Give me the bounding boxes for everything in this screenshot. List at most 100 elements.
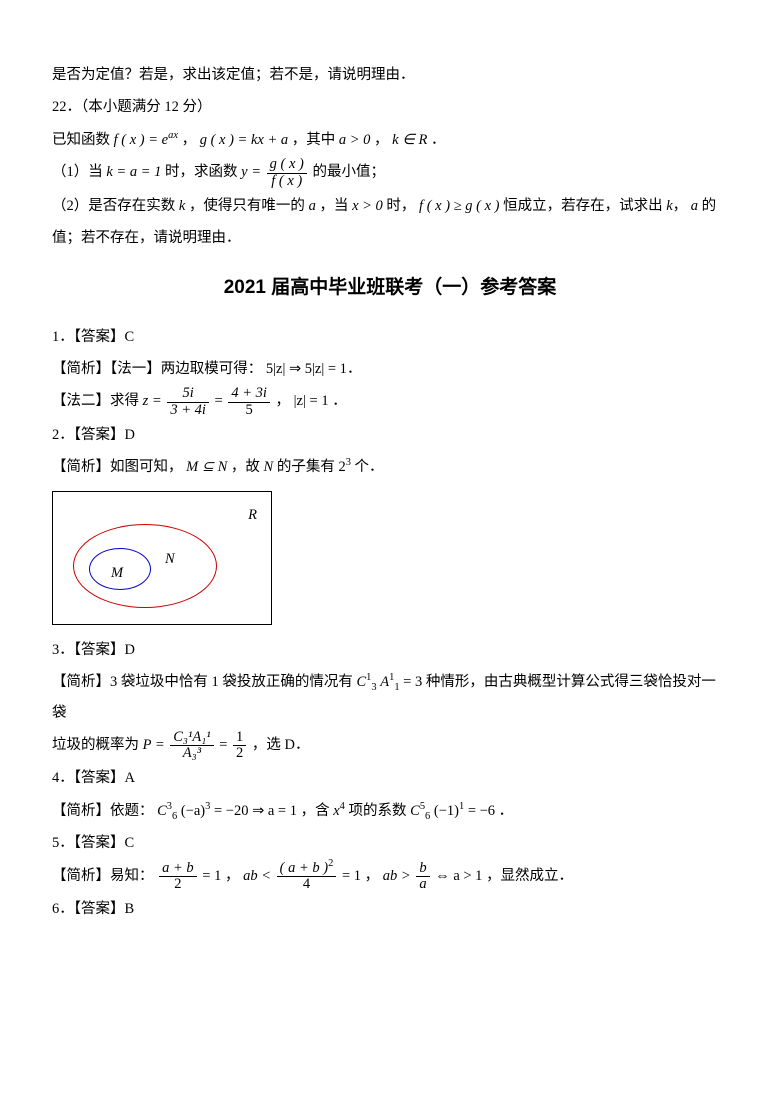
a2-expl: 【简析】如图可知， M ⊆ N ，故 N 的子集有 23 个． (52, 452, 728, 482)
letter: D (125, 642, 135, 658)
den: f ( x ) (267, 173, 307, 189)
a2-head: 2．【答案】D (52, 420, 728, 450)
num: a + b (159, 861, 197, 876)
y-frac: g ( x ) f ( x ) (267, 157, 307, 188)
letter: C (125, 329, 135, 345)
label: 【简析】 (52, 803, 110, 819)
q22-part2b: 值；若不存在，请说明理由． (52, 223, 728, 253)
text: ，当 (319, 198, 352, 214)
text: ， (374, 132, 389, 148)
label: 【答案】 (74, 329, 125, 345)
num: g ( x ) (267, 157, 307, 172)
label: 【答案】 (74, 835, 125, 851)
continued-line: 是否为定值？若是，求出该定值；若不是，请说明理由． (52, 60, 728, 90)
exp: 2 (328, 858, 333, 869)
text: ，其中 (292, 132, 339, 148)
eqn6: = −6 (468, 803, 495, 819)
text: 的 (702, 198, 717, 214)
N-label: N (165, 544, 175, 574)
a3-head: 3．【答案】D (52, 635, 728, 665)
text: 时， (386, 198, 415, 214)
venn-diagram: R N M (52, 491, 272, 625)
R-label: R (248, 500, 257, 530)
M-label: M (111, 558, 123, 588)
den: 4 (277, 876, 337, 892)
text: ， (276, 393, 291, 409)
text: 的最小值； (312, 164, 385, 180)
text: 易知： (110, 868, 154, 884)
a2: a (691, 198, 698, 214)
q22-given: 已知函数 f ( x ) = eax ， g ( x ) = kx + a ，其… (52, 125, 728, 155)
f2: ( a + b )2 4 (277, 861, 337, 892)
q22-part2a: （2）是否存在实数 k ，使得只有唯一的 a ，当 x > 0 时， f ( x… (52, 191, 728, 221)
Nvar: N (264, 459, 274, 475)
a-cond: a > 0 (339, 132, 371, 148)
bot: 6 (172, 811, 177, 822)
exp: 1 (459, 801, 464, 812)
a1-m1: 【简析】【法一】两边取模可得： 5|z| ⇒ 5|z| = 1． (52, 354, 728, 384)
text: 如图可知， (110, 459, 183, 475)
text: ，显然成立． (486, 868, 573, 884)
A: A (380, 674, 389, 690)
fge: f ( x ) ≥ g ( x ) (419, 198, 499, 214)
label: 【简析】 (52, 361, 110, 377)
text: ，故 (231, 459, 264, 475)
label: 【简析】 (52, 868, 110, 884)
eq3: = 3 (403, 674, 422, 690)
label: 【简析】 (52, 459, 110, 475)
xgt0: x > 0 (352, 198, 383, 214)
text: ． (499, 803, 514, 819)
a6-head: 6．【答案】B (52, 894, 728, 924)
num: 4． (52, 770, 74, 786)
num: 6． (52, 901, 74, 917)
text: 的子集有 (277, 459, 339, 475)
text: （1）当 (52, 164, 106, 180)
a4-expl: 【简析】依题： C36 (−a)3 = −20 ⇒ a = 1 ，含 x4 项的… (52, 796, 728, 826)
num: 1． (52, 329, 74, 345)
pfrac: C₃¹A₁¹ A₃³ (170, 730, 213, 761)
text: ， (365, 868, 380, 884)
ka1: k = a = 1 (106, 164, 161, 180)
text: ， (182, 132, 197, 148)
text: 垃圾的概率为 (52, 737, 143, 753)
q22-head: 22．（本小题满分 12 分） (52, 92, 728, 122)
comma: ， (673, 198, 688, 214)
C63: C (157, 803, 167, 819)
num: 2． (52, 427, 74, 443)
text: 【法一】两边取模可得： (110, 361, 262, 377)
den: 2 (159, 876, 197, 892)
num: 5． (52, 835, 74, 851)
label: 【答案】 (74, 642, 125, 658)
y-eq: y = (241, 164, 261, 180)
text: 时，求函数 (165, 164, 241, 180)
a5-expl: 【简析】易知： a + b 2 = 1 ， ab < ( a + b )2 4 … (52, 861, 728, 892)
bot: 6 (425, 811, 430, 822)
base: ( a + b ) (280, 860, 328, 876)
num: 1 (233, 730, 246, 745)
den: A₃³ (170, 745, 213, 761)
nega: (−a) (181, 803, 205, 819)
pow: 23 (338, 459, 350, 475)
neg1: (−1) (434, 803, 459, 819)
text: ，使得只有唯一的 (189, 198, 309, 214)
num: 5i (167, 386, 209, 401)
x4exp: 4 (340, 801, 345, 812)
label: 【简析】 (52, 674, 110, 690)
label: 【答案】 (74, 427, 125, 443)
exp: 3 (346, 457, 351, 468)
answers-title: 2021 届高中毕业班联考（一）参考答案 (52, 268, 728, 308)
text: 【法二】求得 (52, 393, 143, 409)
text: 个． (355, 459, 384, 475)
a3-expl-l2: 垃圾的概率为 P = C₃¹A₁¹ A₃³ = 1 2 ，选 D． (52, 730, 728, 761)
letter: B (125, 901, 135, 917)
eq: = (219, 737, 227, 753)
k-cond: k ∈ R (392, 132, 427, 148)
Abot: 1 (394, 682, 399, 693)
fx: f ( x ) = e (114, 132, 168, 148)
text: ． (431, 132, 446, 148)
eqn20: = −20 ⇒ a = 1 (214, 803, 297, 819)
mod: |z| = 1 (294, 393, 329, 409)
b-over-a: b a (416, 861, 429, 892)
k: k (179, 198, 185, 214)
frac2: 4 + 3i 5 (228, 386, 270, 417)
